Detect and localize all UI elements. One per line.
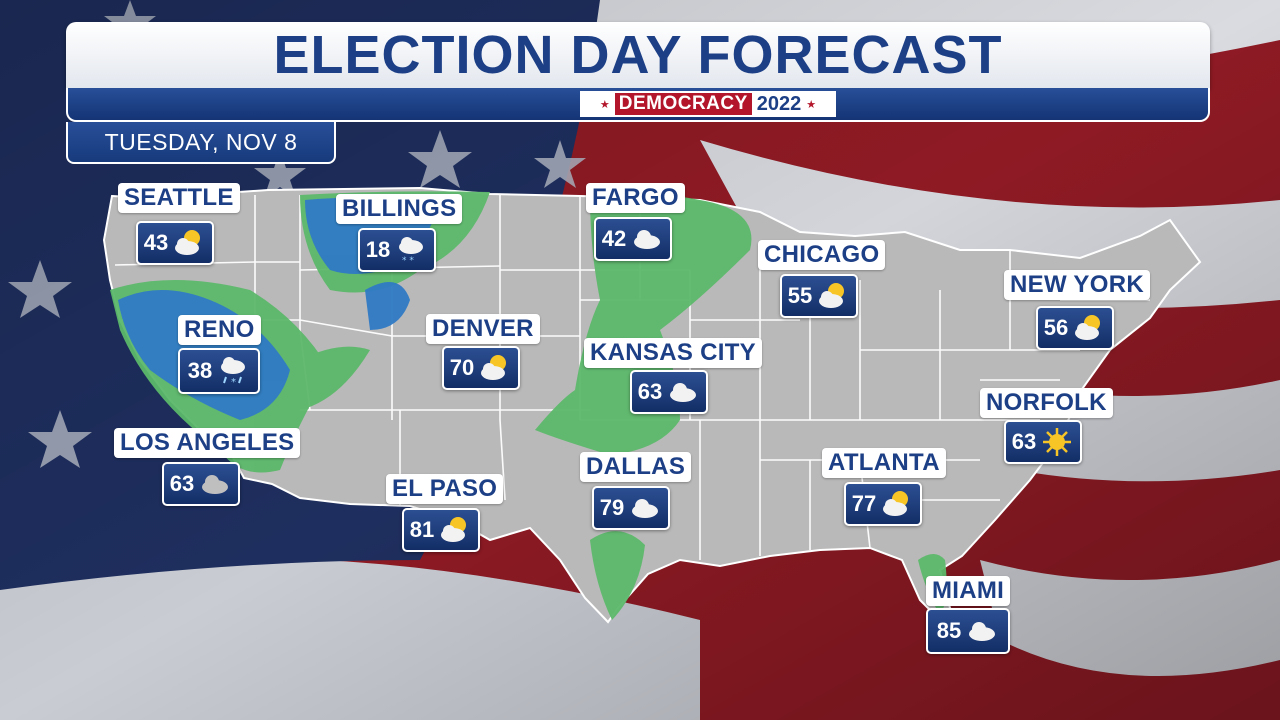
cloudy-icon (969, 622, 996, 641)
city-name: DALLAS (580, 452, 692, 482)
snow-icon: * * (399, 237, 424, 265)
svg-text:*: * (231, 377, 236, 386)
city-fargo: FARGO 42 (586, 183, 685, 261)
cloudy-icon (632, 499, 659, 518)
city-atlanta: ATLANTA 77 (822, 448, 946, 526)
temp-box: 55 (780, 274, 858, 318)
partly-cloudy-icon (819, 283, 845, 308)
date-label: TUESDAY, NOV 8 (66, 122, 336, 164)
temp-box: 38 * (178, 348, 260, 394)
partly-cloudy-icon (1075, 315, 1101, 340)
temperature: 63 (637, 379, 663, 404)
partly-cloudy-icon (481, 355, 507, 380)
temp-box: 77 (844, 482, 922, 526)
temp-box: 43 (136, 221, 214, 265)
city-el-paso: EL PASO 81 (386, 474, 504, 552)
star-icon: ★ (599, 98, 610, 111)
temperature: 63 (169, 471, 195, 496)
page-title: ELECTION DAY FORECAST (273, 25, 1003, 85)
svg-text:* *: * * (402, 256, 414, 265)
temperature: 18 (365, 237, 391, 262)
temperature: 85 (936, 618, 962, 643)
temp-box: 63 (162, 462, 240, 506)
cloudy-icon (634, 230, 661, 249)
city-chicago: CHICAGO 55 (758, 240, 886, 318)
city-miami: MIAMI 85 (926, 576, 1011, 654)
city-name: KANSAS CITY (584, 338, 762, 368)
temp-box: 42 (594, 217, 672, 261)
temperature: 70 (449, 355, 475, 380)
subtitle-bar: ★ DEMOCRACY 2022 ★ (66, 88, 1210, 122)
cloudy-icon (202, 475, 229, 494)
city-billings: BILLINGS 18 * * (336, 194, 463, 272)
star-icon: ★ (806, 98, 817, 111)
city-name: BILLINGS (336, 194, 463, 224)
rain-snow-icon: * (221, 357, 246, 386)
city-name: LOS ANGELES (114, 428, 301, 458)
partly-cloudy-icon (883, 491, 909, 516)
temp-box: 70 (442, 346, 520, 390)
democracy-badge: ★ DEMOCRACY 2022 ★ (580, 91, 836, 117)
temp-box: 81 (402, 508, 480, 552)
city-name: NEW YORK (1004, 270, 1150, 300)
temperature: 56 (1043, 315, 1069, 340)
city-name: CHICAGO (758, 240, 886, 270)
temperature: 55 (787, 283, 813, 308)
temperature: 42 (601, 226, 627, 251)
temp-box: 85 (926, 608, 1010, 654)
city-dallas: DALLAS 79 (580, 452, 692, 530)
city-denver: DENVER 70 (426, 314, 540, 390)
badge-word: DEMOCRACY (614, 93, 752, 115)
temp-box: 56 (1036, 306, 1114, 350)
temperature: 43 (143, 230, 169, 255)
temp-box: 63 (1004, 420, 1082, 464)
cloudy-icon (670, 383, 697, 402)
partly-cloudy-icon (175, 230, 201, 255)
city-seattle: SEATTLE 43 (118, 183, 240, 265)
sunny-icon (1043, 428, 1072, 456)
badge-year: 2022 (756, 93, 802, 115)
city-los-angeles: LOS ANGELES 63 (114, 428, 301, 506)
temperature: 63 (1011, 429, 1037, 454)
city-new-york: NEW YORK 56 (1004, 270, 1150, 350)
city-name: MIAMI (926, 576, 1011, 606)
city-kansas-city: KANSAS CITY 63 (584, 338, 762, 414)
city-name: NORFOLK (980, 388, 1113, 418)
city-norfolk: NORFOLK 63 (980, 388, 1113, 464)
partly-cloudy-icon (441, 517, 467, 542)
temperature: 38 (187, 358, 213, 383)
temperature: 81 (409, 517, 435, 542)
city-name: FARGO (586, 183, 685, 213)
temperature: 77 (851, 491, 877, 516)
temperature: 79 (599, 495, 625, 520)
city-name: DENVER (426, 314, 540, 344)
city-reno: RENO 38 * (178, 315, 261, 394)
temp-box: 79 (592, 486, 670, 530)
title-bar: ELECTION DAY FORECAST (66, 22, 1210, 88)
city-name: ATLANTA (822, 448, 946, 478)
city-name: RENO (178, 315, 261, 345)
city-name: EL PASO (386, 474, 504, 504)
temp-box: 18 * * (358, 228, 436, 272)
temp-box: 63 (630, 370, 708, 414)
city-name: SEATTLE (118, 183, 240, 213)
